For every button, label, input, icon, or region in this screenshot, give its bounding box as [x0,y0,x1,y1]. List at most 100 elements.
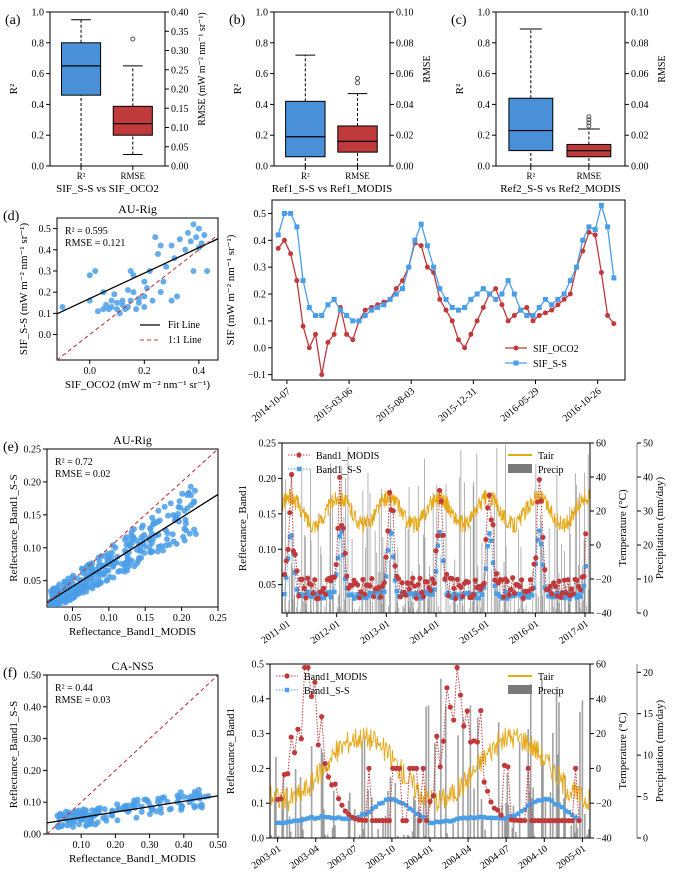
tair-line [281,488,591,534]
series-point [430,592,435,597]
precip-bar [439,610,441,613]
legend-entry: Band1_MODIS [316,451,379,462]
series-point [465,590,471,596]
series-point [427,820,433,826]
precip-bar [345,576,347,613]
series-point [428,587,434,594]
series-point [480,592,485,598]
precip-bar [296,607,298,613]
series-point [302,817,307,822]
precip-bar [359,605,361,613]
y-tick-label: 0.30 [24,734,42,745]
series-point [413,765,420,772]
precip-bar [479,592,481,613]
series-point [598,202,604,208]
series-point [583,531,589,537]
scatter-point [108,554,115,561]
box-body [285,100,326,158]
precip-bar [415,610,417,613]
series-point [295,818,301,823]
series-point [410,591,416,596]
precip-bar [502,609,503,613]
precip-axis-label: Precipitation (mm/day) [654,699,666,802]
scatter-point [184,229,191,236]
precip-bar [410,601,412,613]
scatter-point [95,562,102,569]
y-tick-label: 0.2 [32,131,45,142]
x-tick-label: 2003-10 [364,843,398,871]
precip-bar [455,610,457,613]
series-point [386,817,392,824]
precip-bar [575,484,577,613]
series-point [436,487,443,494]
one-to-one-line [47,449,218,605]
series-point [393,798,399,803]
y-tick-label: 0.8 [478,38,491,49]
precip-bar [541,521,542,613]
scatter-point [190,267,197,274]
series-point [325,302,331,308]
series-point [537,528,542,533]
y-tick-label: 0.50 [24,671,42,682]
series-point [339,802,345,808]
legend-swatch [284,673,290,679]
series-point [305,589,310,594]
panel-e_scatter: (e) AU-Rig 0.05 0.10 0.15 0.20 0.25 0.05 0.10 0.1… [3,433,227,638]
series-point [332,781,338,787]
series-point [512,813,517,818]
precip-bar [584,472,586,613]
chart-title: CA-NS5 [111,659,153,673]
x-tick-label: 2004-07 [478,843,512,871]
scatter-point [92,821,99,828]
series-point [292,551,298,557]
series-point [350,337,356,343]
precip-bar [371,797,373,838]
precip-bar [507,804,510,838]
series-point [444,571,450,578]
series-point [549,591,555,597]
precip-bar [476,717,479,838]
precip-bar [424,537,426,613]
series-point [449,318,455,324]
precip-bar [572,816,575,838]
scatter-point [158,809,165,816]
scatter-point [175,794,182,801]
series-point [407,806,412,811]
precip-bar [511,828,514,838]
series-point [310,590,316,597]
y-tick-label: 0.15 [259,509,277,520]
series-point [309,814,314,820]
scatter-point [199,804,206,811]
precip-bar [403,834,405,838]
series-point [285,556,291,561]
y-tick-label: 0.10 [24,543,42,554]
series-point [468,331,474,337]
precip-bar [487,547,488,613]
scatter-point [181,507,188,514]
series-point [611,321,617,327]
series-point [371,594,377,600]
precip-bar [273,791,276,838]
series-point [377,801,382,806]
series-point [339,816,345,821]
series-point [511,590,518,596]
y-tick-label: 0.4 [478,100,491,111]
box-body [508,97,554,152]
precip-bar [326,590,327,613]
precip-bar [579,711,581,838]
y-tick-label: 0.05 [171,142,189,153]
precip-bar [284,597,286,613]
precip-bar [310,540,312,613]
series-point [340,525,346,531]
precip-bar [464,482,465,613]
precip-bar [504,592,505,613]
scatter-point [111,291,118,298]
legend-entry: Precip [538,465,564,476]
y-tick-label: −0.1 [248,370,266,381]
plot-area [47,675,218,834]
plot-area [47,449,218,607]
series-point [424,579,430,585]
precip-bar [329,601,330,613]
precip-bar [527,728,530,838]
series-point [343,816,348,821]
